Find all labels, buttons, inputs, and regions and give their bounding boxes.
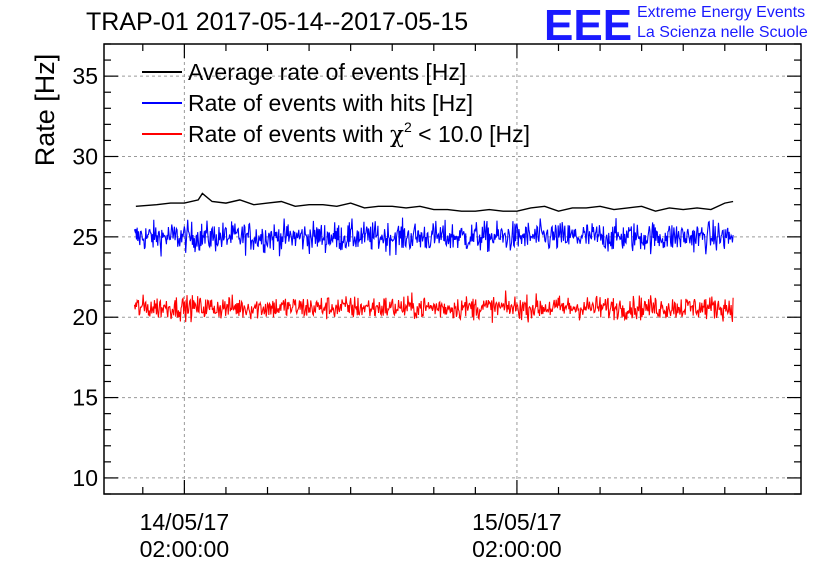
x-tick-label-time: 02:00:00: [140, 536, 230, 562]
series-line-2: [133, 217, 734, 257]
x-tick-label-date: 15/05/17: [472, 509, 562, 535]
x-tick-label-time: 02:00:00: [472, 536, 562, 562]
series-line-1: [135, 192, 734, 212]
eee-logo-icon: EEE: [544, 2, 632, 46]
y-axis-label: Rate [Hz]: [30, 53, 60, 167]
y-tick-label: 25: [72, 224, 98, 250]
legend-label-2: Rate of events with hits [Hz]: [188, 90, 473, 116]
y-tick-label: 15: [72, 385, 98, 411]
logo-line-1: Extreme Energy Events: [637, 4, 806, 21]
x-tick-label-date: 14/05/17: [140, 509, 230, 535]
logo-line-2: La Scienza nelle Scuole: [637, 24, 808, 41]
logo-mark: EEE: [544, 2, 632, 46]
y-tick-label: 10: [72, 465, 98, 491]
chart-title: TRAP-01 2017-05-14--2017-05-15: [86, 8, 469, 36]
legend-label-1: Average rate of events [Hz]: [188, 59, 466, 85]
legend-label-3: Rate of events with χ2 < 10.0 [Hz]: [188, 119, 530, 148]
y-tick-label: 35: [72, 63, 98, 89]
y-tick-label: 30: [72, 144, 98, 170]
series-line-3: [133, 290, 734, 323]
y-tick-label: 20: [72, 304, 98, 330]
